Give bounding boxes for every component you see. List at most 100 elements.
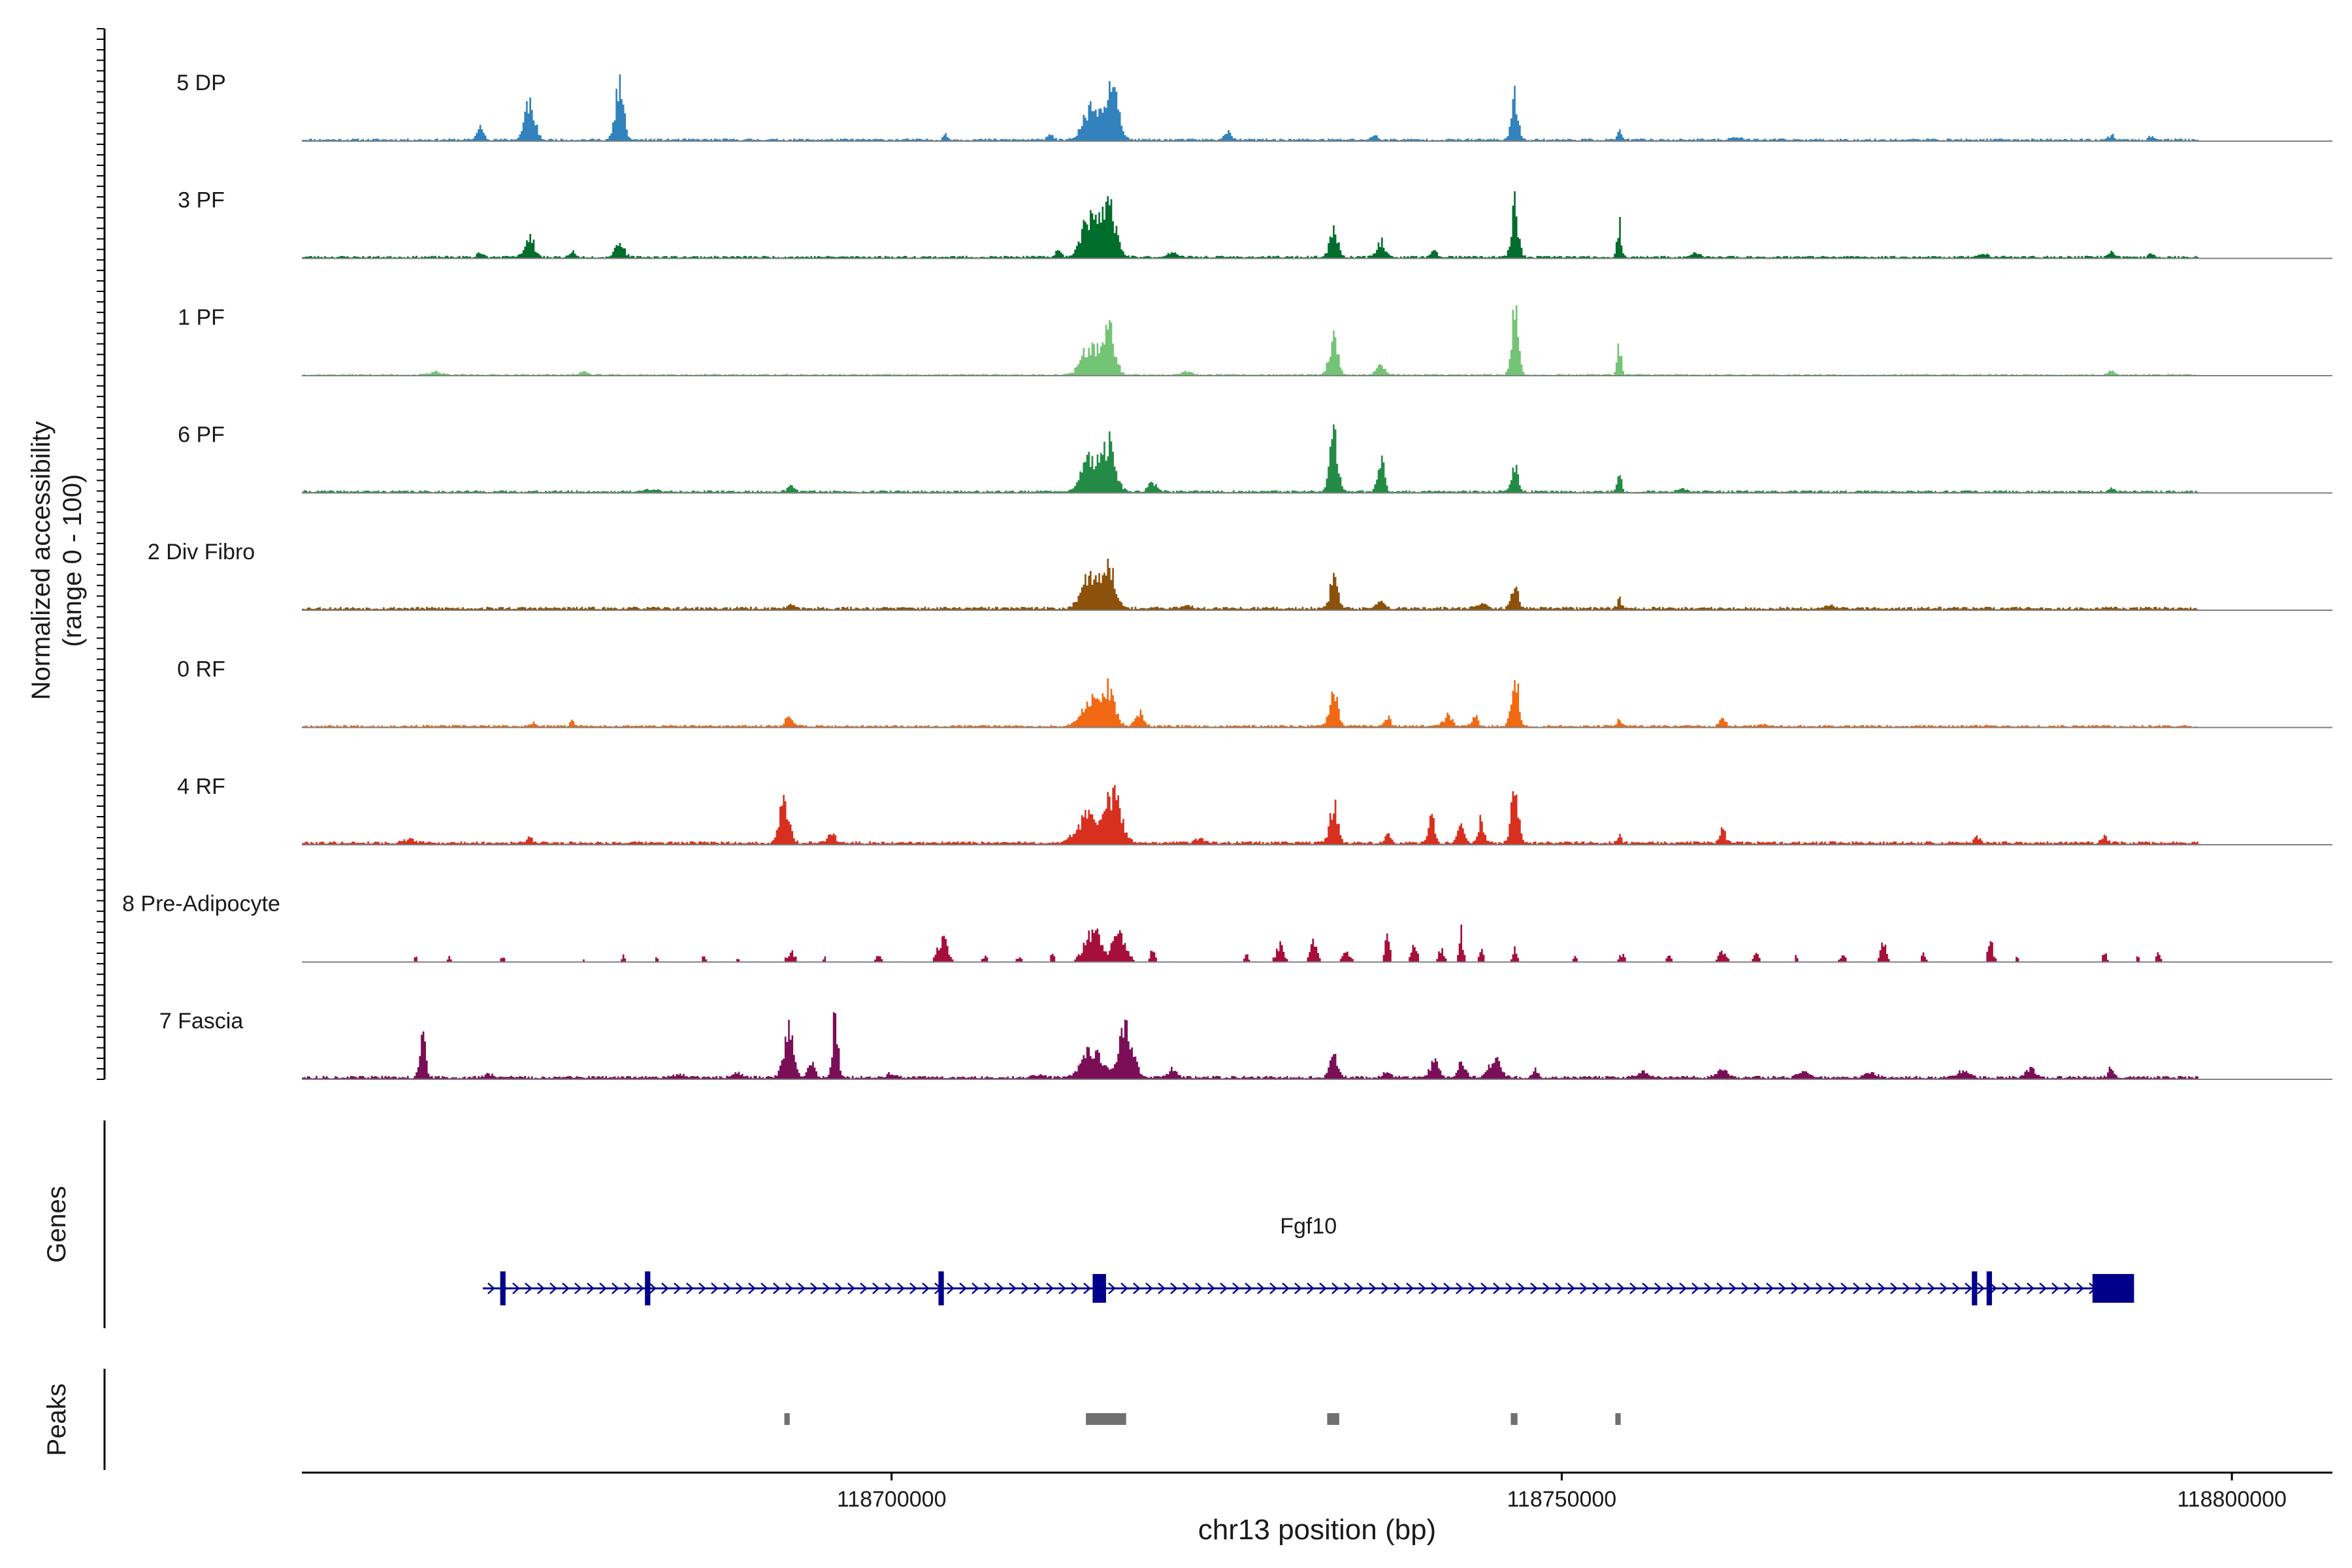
gene-exon bbox=[1092, 1274, 1106, 1303]
strand-arrow bbox=[537, 1282, 545, 1294]
track-label: 7 Fascia bbox=[159, 1009, 244, 1034]
strand-arrow bbox=[674, 1282, 681, 1294]
strand-arrow bbox=[2027, 1282, 2034, 1294]
strand-arrow bbox=[1406, 1282, 1414, 1294]
strand-arrow bbox=[1518, 1282, 1526, 1294]
track-label: 8 Pre-Adipocyte bbox=[122, 892, 280, 917]
strand-arrow bbox=[562, 1282, 570, 1294]
gene-exon bbox=[645, 1271, 651, 1305]
peak-region bbox=[1086, 1413, 1126, 1425]
track-2-div-fibro: 2 Div Fibro bbox=[148, 540, 2332, 611]
strand-arrow bbox=[1282, 1282, 1290, 1294]
gene-exon bbox=[1972, 1271, 1978, 1305]
strand-arrow bbox=[711, 1282, 719, 1294]
coverage-area bbox=[302, 678, 2198, 728]
track-label: 0 RF bbox=[177, 657, 225, 682]
strand-arrow bbox=[1741, 1282, 1749, 1294]
strand-arrow bbox=[1952, 1282, 1960, 1294]
strand-arrow bbox=[1828, 1282, 1836, 1294]
strand-arrow bbox=[1716, 1282, 1724, 1294]
strand-arrow bbox=[972, 1282, 979, 1294]
strand-arrow bbox=[1505, 1282, 1513, 1294]
strand-arrow bbox=[1580, 1282, 1588, 1294]
strand-arrow bbox=[2039, 1282, 2047, 1294]
track-label: 3 PF bbox=[178, 188, 225, 213]
strand-arrow bbox=[1989, 1282, 1997, 1294]
strand-arrow bbox=[574, 1282, 582, 1294]
strand-arrow bbox=[1766, 1282, 1774, 1294]
strand-arrow bbox=[959, 1282, 967, 1294]
track-0-rf: 0 RF bbox=[177, 657, 2332, 728]
track-label: 5 DP bbox=[176, 71, 226, 95]
strand-arrow bbox=[1915, 1282, 1923, 1294]
track-8-pre-adipocyte: 8 Pre-Adipocyte bbox=[122, 892, 2332, 963]
strand-arrow bbox=[1480, 1282, 1488, 1294]
strand-arrow bbox=[1207, 1282, 1215, 1294]
strand-arrow bbox=[1245, 1282, 1252, 1294]
strand-arrow bbox=[947, 1282, 955, 1294]
track-4-rf: 4 RF bbox=[177, 774, 2332, 845]
strand-arrow bbox=[1381, 1282, 1389, 1294]
gene-fgf10: Fgf10 bbox=[482, 1214, 2134, 1305]
strand-arrow bbox=[612, 1282, 619, 1294]
strand-arrow bbox=[748, 1282, 756, 1294]
strand-arrow bbox=[922, 1282, 930, 1294]
strand-arrow bbox=[1667, 1282, 1674, 1294]
strand-arrow bbox=[1034, 1282, 1041, 1294]
strand-arrow bbox=[1543, 1282, 1550, 1294]
track-5-dp: 5 DP bbox=[176, 71, 2332, 142]
x-axis-ticks: 118700000 118750000 118800000 bbox=[837, 1473, 2287, 1512]
strand-arrow bbox=[1592, 1282, 1600, 1294]
strand-arrow bbox=[1778, 1282, 1786, 1294]
strand-arrow bbox=[723, 1282, 731, 1294]
coverage-area bbox=[302, 785, 2198, 845]
gene-exon bbox=[938, 1271, 944, 1305]
gene-exon bbox=[2092, 1274, 2134, 1303]
strand-arrow bbox=[1654, 1282, 1662, 1294]
coverage-area bbox=[302, 1012, 2198, 1079]
strand-arrow bbox=[798, 1282, 806, 1294]
strand-arrow bbox=[1331, 1282, 1339, 1294]
peak-region bbox=[1327, 1413, 1339, 1425]
strand-arrow bbox=[810, 1282, 818, 1294]
strand-arrow bbox=[1965, 1282, 1972, 1294]
strand-arrow bbox=[1468, 1282, 1476, 1294]
strand-arrow bbox=[785, 1282, 793, 1294]
strand-arrow bbox=[760, 1282, 768, 1294]
strand-arrow bbox=[1903, 1282, 1910, 1294]
strand-arrow bbox=[1220, 1282, 1228, 1294]
strand-arrow bbox=[661, 1282, 669, 1294]
strand-arrow bbox=[1046, 1282, 1054, 1294]
strand-arrow bbox=[872, 1282, 880, 1294]
track-label: 6 PF bbox=[178, 423, 225, 448]
track-label: 1 PF bbox=[178, 305, 225, 330]
strand-arrow bbox=[1816, 1282, 1823, 1294]
strand-arrow bbox=[1977, 1282, 1985, 1294]
strand-arrow bbox=[587, 1282, 595, 1294]
gene-label: Fgf10 bbox=[1280, 1214, 1337, 1239]
strand-arrow bbox=[2051, 1282, 2059, 1294]
strand-arrow bbox=[1120, 1282, 1128, 1294]
strand-arrow bbox=[1021, 1282, 1029, 1294]
strand-arrow bbox=[1394, 1282, 1401, 1294]
strand-arrow bbox=[1170, 1282, 1178, 1294]
genes-track: Fgf10 bbox=[482, 1214, 2134, 1305]
strand-arrow bbox=[525, 1282, 532, 1294]
strand-arrow bbox=[1791, 1282, 1799, 1294]
strand-arrow bbox=[897, 1282, 905, 1294]
strand-arrow bbox=[1853, 1282, 1861, 1294]
strand-arrow bbox=[2002, 1282, 2010, 1294]
strand-arrow bbox=[599, 1282, 607, 1294]
strand-arrow bbox=[835, 1282, 843, 1294]
strand-arrow bbox=[1133, 1282, 1141, 1294]
strand-arrow bbox=[1443, 1282, 1451, 1294]
gene-exon bbox=[500, 1271, 506, 1305]
strand-arrow bbox=[1431, 1282, 1439, 1294]
coverage-area bbox=[302, 559, 2198, 610]
strand-arrow bbox=[1307, 1282, 1315, 1294]
strand-arrow bbox=[1530, 1282, 1538, 1294]
strand-arrow bbox=[1158, 1282, 1166, 1294]
strand-arrow bbox=[1294, 1282, 1302, 1294]
strand-arrow bbox=[909, 1282, 917, 1294]
